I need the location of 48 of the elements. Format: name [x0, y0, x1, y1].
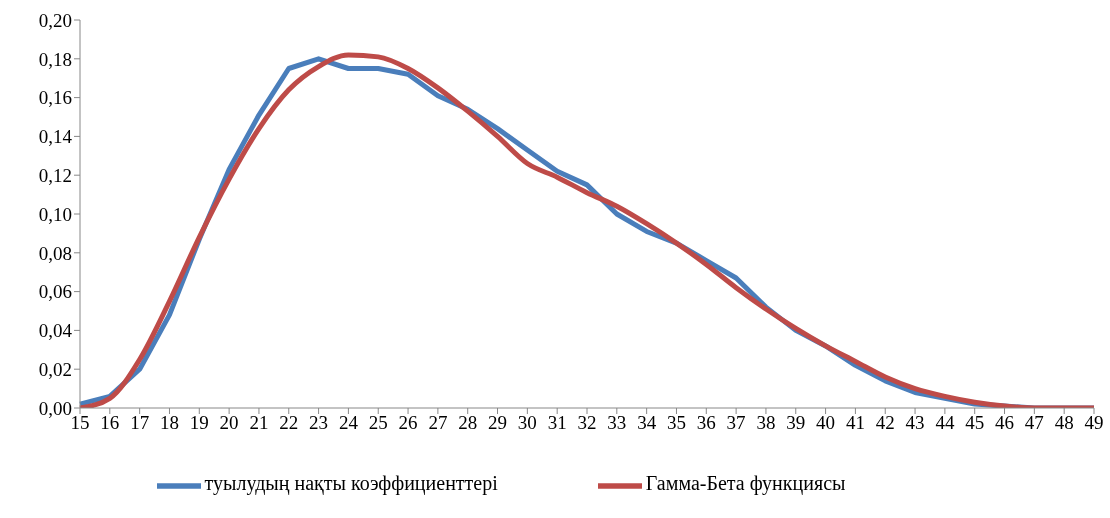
- x-tick-label: 40: [816, 412, 836, 434]
- x-tick-label: 43: [905, 412, 925, 434]
- y-tick-label: 0,08: [38, 242, 72, 264]
- legend-label: туылудың нақты коэффициенттері: [204, 471, 498, 494]
- x-tick-label: 29: [488, 412, 508, 434]
- x-tick-label: 21: [249, 412, 269, 434]
- x-tick-label: 39: [786, 412, 806, 434]
- x-tick-label: 35: [666, 412, 686, 434]
- y-tick-label: 0,04: [38, 320, 73, 342]
- x-tick-label: 16: [100, 412, 120, 434]
- x-tick-label: 47: [1024, 412, 1044, 434]
- x-tick-label: 17: [130, 412, 150, 434]
- x-tick-label: 34: [637, 412, 657, 434]
- y-tick-label: 0,02: [38, 358, 72, 380]
- x-tick-label: 45: [965, 412, 985, 434]
- x-tick-label: 42: [875, 412, 895, 434]
- x-tick-label: 24: [338, 412, 359, 434]
- x-tick-label: 38: [756, 412, 776, 434]
- x-tick-label: 26: [398, 412, 418, 434]
- y-tick-label: 0,06: [38, 281, 72, 303]
- x-tick-label: 46: [995, 412, 1015, 434]
- x-tick-label: 22: [279, 412, 299, 434]
- x-tick-label: 23: [309, 412, 329, 434]
- x-tick-label: 49: [1084, 412, 1104, 434]
- x-tick-label: 44: [935, 412, 955, 434]
- x-tick-label: 33: [607, 412, 627, 434]
- y-tick-label: 0,16: [38, 87, 72, 109]
- x-tick-label: 37: [726, 412, 746, 434]
- x-tick-label: 19: [189, 412, 209, 434]
- x-tick-label: 32: [577, 412, 597, 434]
- y-tick-label: 0,14: [38, 126, 73, 148]
- legend-label: Гамма-Бета функциясы: [645, 471, 846, 494]
- y-tick-label: 0,00: [38, 397, 72, 419]
- x-tick-label: 27: [428, 412, 448, 434]
- x-tick-label: 20: [219, 412, 239, 434]
- x-tick-label: 41: [845, 412, 865, 434]
- x-tick-label: 30: [517, 412, 537, 434]
- x-tick-label: 25: [368, 412, 388, 434]
- y-tick-label: 0,20: [38, 9, 72, 31]
- y-tick-label: 0,18: [38, 48, 72, 70]
- x-tick-label: 48: [1054, 412, 1074, 434]
- x-tick-label: 15: [70, 412, 90, 434]
- x-tick-label: 36: [696, 412, 716, 434]
- y-tick-label: 0,12: [38, 164, 72, 186]
- x-tick-label: 18: [159, 412, 179, 434]
- x-tick-label: 31: [547, 412, 567, 434]
- y-tick-label: 0,10: [38, 203, 72, 225]
- x-tick-label: 28: [458, 412, 478, 434]
